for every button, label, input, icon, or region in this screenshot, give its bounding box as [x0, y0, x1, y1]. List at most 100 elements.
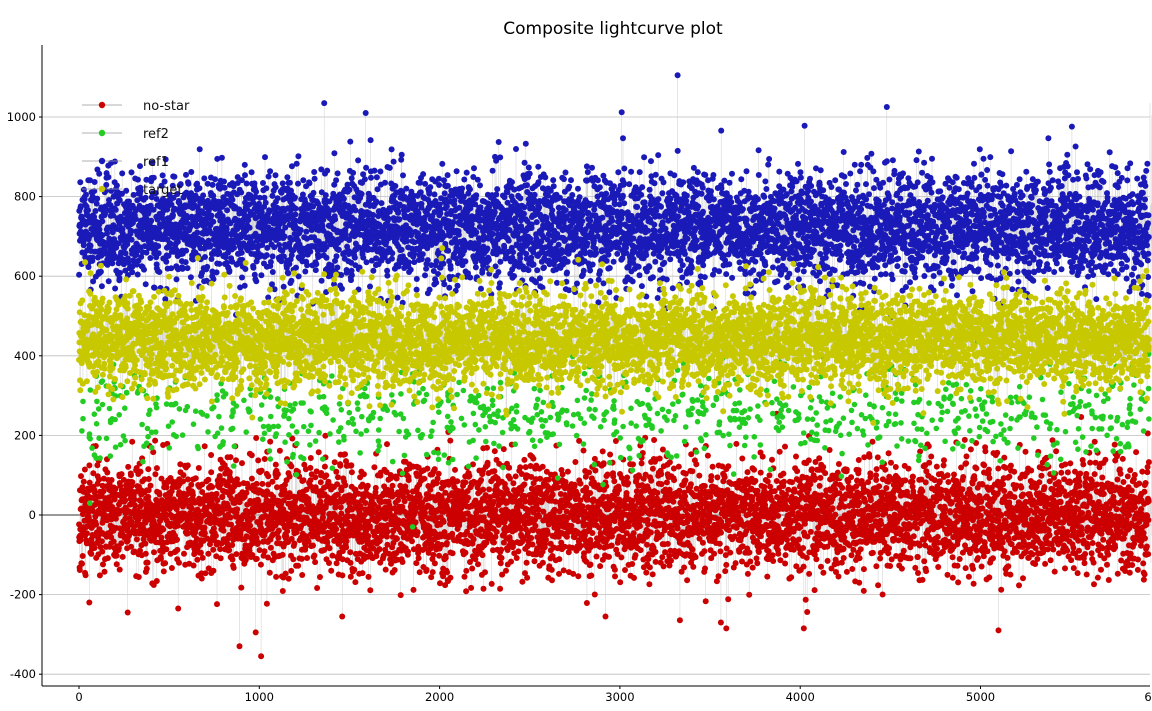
data-point-no-star: [366, 574, 372, 580]
data-point-no-star: [676, 464, 682, 470]
data-point-no-star: [756, 549, 762, 555]
data-point-no-star: [131, 497, 137, 503]
data-point-no-star: [616, 487, 622, 493]
data-point-no-star: [560, 471, 566, 477]
data-point-no-star: [348, 560, 354, 566]
data-point-no-star: [711, 551, 717, 557]
data-point-no-star: [304, 555, 310, 561]
data-point-no-star: [945, 479, 951, 485]
data-point-no-star: [449, 531, 455, 537]
data-point-no-star: [963, 565, 969, 571]
data-point-no-star: [546, 477, 552, 483]
data-point-no-star: [700, 540, 706, 546]
data-point-no-star: [348, 462, 354, 468]
data-point-no-star: [343, 544, 349, 550]
data-point-no-star: [250, 515, 256, 521]
data-point-no-star: [716, 573, 722, 579]
data-point-no-star: [417, 494, 423, 500]
data-point-no-star: [972, 476, 978, 482]
data-point-no-star: [587, 490, 593, 496]
data-point-no-star: [233, 551, 239, 557]
data-point-no-star: [145, 560, 151, 566]
data-point-no-star: [494, 529, 500, 535]
data-point-no-star: [129, 479, 135, 485]
data-point-no-star: [630, 461, 636, 467]
data-point-no-star: [707, 494, 713, 500]
data-point-no-star: [611, 478, 617, 484]
data-point-no-star: [506, 465, 512, 471]
data-point-no-star: [461, 516, 467, 522]
data-point-no-star: [283, 571, 289, 577]
data-point-no-star: [332, 459, 338, 465]
data-point-no-star: [807, 481, 813, 487]
data-point-no-star: [857, 555, 863, 561]
data-point-no-star: [725, 463, 731, 469]
data-point-no-star: [463, 568, 469, 574]
data-point-no-star: [588, 573, 594, 579]
data-point-no-star: [196, 465, 202, 471]
data-point-no-star: [492, 448, 498, 454]
data-point-no-star: [181, 472, 187, 478]
data-point-no-star: [254, 481, 260, 487]
data-point-no-star: [848, 474, 854, 480]
data-point-no-star: [468, 585, 474, 591]
data-point-no-star: [804, 555, 810, 561]
data-point-no-star: [800, 545, 806, 551]
data-point-no-star: [318, 479, 324, 485]
data-point-no-star: [424, 466, 430, 472]
data-point-no-star: [668, 558, 674, 564]
data-point-no-star: [86, 600, 92, 606]
data-point-no-star: [650, 571, 656, 577]
data-point-no-star: [181, 551, 187, 557]
data-point-no-star: [945, 572, 951, 578]
data-point-no-star: [267, 439, 273, 445]
data-point-no-star: [915, 554, 921, 560]
data-point-no-star: [452, 467, 458, 473]
data-point-no-star: [86, 462, 92, 468]
data-point-no-star: [129, 439, 135, 445]
data-point-no-star: [774, 478, 780, 484]
data-point-no-star: [125, 464, 131, 470]
data-point-no-star: [160, 527, 166, 533]
data-point-no-star: [373, 485, 379, 491]
data-point-no-star: [238, 585, 244, 591]
data-point-no-star: [812, 587, 818, 593]
data-point-no-star: [406, 477, 412, 483]
data-point-no-star: [273, 574, 279, 580]
data-point-no-star: [677, 617, 683, 623]
data-point-no-star: [580, 503, 586, 509]
data-point-no-star: [822, 470, 828, 476]
data-point-no-star: [841, 555, 847, 561]
data-point-no-star: [198, 550, 204, 556]
data-point-no-star: [849, 552, 855, 558]
data-point-no-star: [631, 530, 637, 536]
data-point-no-star: [394, 476, 400, 482]
data-point-no-star: [696, 473, 702, 479]
data-point-no-star: [682, 493, 688, 499]
data-point-no-star: [269, 479, 275, 485]
data-point-no-star: [290, 556, 296, 562]
data-point-no-star: [626, 523, 632, 529]
data-point-no-star: [785, 487, 791, 493]
data-point-no-star: [510, 480, 516, 486]
data-point-no-star: [104, 470, 110, 476]
data-point-no-star: [280, 552, 286, 558]
data-point-no-star: [856, 500, 862, 506]
data-point-no-star: [981, 553, 987, 559]
data-point-no-star: [533, 523, 539, 529]
data-point-no-star: [839, 485, 845, 491]
data-point-no-star: [964, 453, 970, 459]
data-point-no-star: [454, 478, 460, 484]
data-point-no-star: [770, 558, 776, 564]
data-point-no-star: [265, 473, 271, 479]
data-point-no-star: [249, 476, 255, 482]
data-point-no-star: [217, 473, 223, 479]
data-point-no-star: [291, 541, 297, 547]
data-point-no-star: [689, 468, 695, 474]
data-point-no-star: [803, 597, 809, 603]
data-point-no-star: [624, 475, 630, 481]
data-point-no-star: [830, 505, 836, 511]
data-point-no-star: [592, 468, 598, 474]
data-point-no-star: [262, 456, 268, 462]
data-point-no-star: [259, 481, 265, 487]
